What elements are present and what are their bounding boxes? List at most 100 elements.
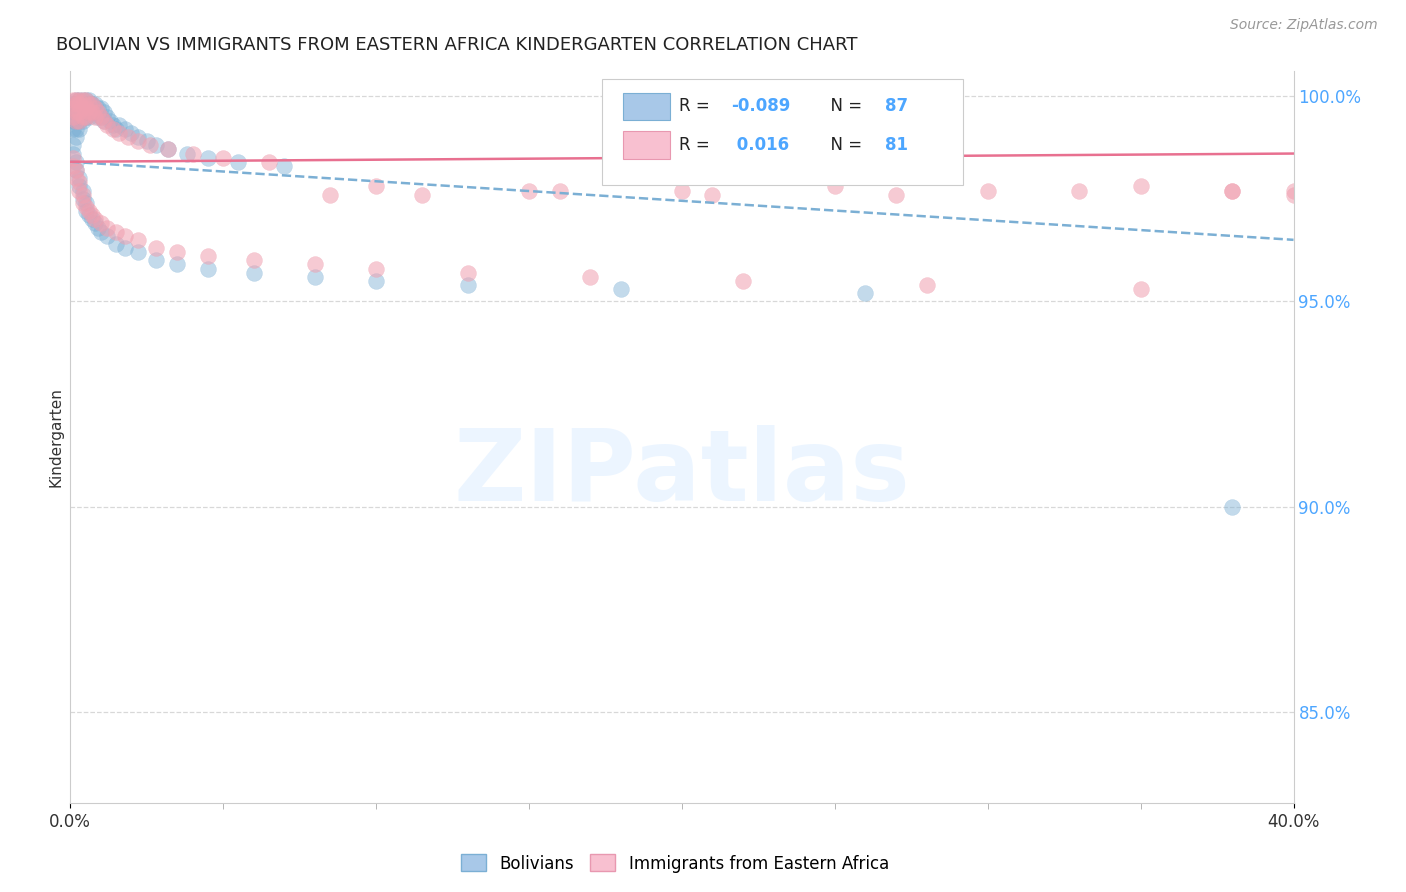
- Point: [75, 101, 97, 115]
- Point: [98, 113, 121, 128]
- Point: [72, 110, 94, 124]
- Point: [75, 110, 97, 124]
- Point: [105, 236, 128, 251]
- Point: [72, 195, 94, 210]
- Point: [65, 163, 87, 178]
- Point: [457, 278, 479, 293]
- Point: [105, 121, 128, 136]
- Point: [62, 101, 84, 115]
- Point: [83, 101, 105, 115]
- Point: [366, 179, 388, 194]
- Point: [75, 93, 97, 107]
- Point: [72, 113, 94, 128]
- Point: [93, 113, 115, 128]
- Point: [304, 258, 326, 272]
- Point: [80, 208, 103, 222]
- Point: [80, 97, 103, 112]
- Text: N =: N =: [820, 136, 868, 154]
- Point: [72, 97, 94, 112]
- Legend: Bolivians, Immigrants from Eastern Africa: Bolivians, Immigrants from Eastern Afric…: [454, 847, 896, 880]
- Point: [87, 220, 110, 235]
- Point: [69, 113, 91, 128]
- Point: [77, 93, 100, 107]
- Text: Source: ZipAtlas.com: Source: ZipAtlas.com: [1230, 18, 1378, 32]
- Point: [75, 93, 97, 107]
- Point: [65, 105, 87, 120]
- Point: [72, 184, 94, 198]
- Point: [884, 187, 907, 202]
- Point: [77, 97, 100, 112]
- Point: [127, 134, 149, 148]
- FancyBboxPatch shape: [623, 93, 669, 120]
- Point: [1069, 184, 1091, 198]
- Point: [101, 118, 124, 132]
- Point: [69, 121, 91, 136]
- Text: 87: 87: [884, 97, 908, 115]
- Point: [65, 97, 87, 112]
- Point: [80, 105, 103, 120]
- Point: [69, 101, 91, 115]
- Point: [212, 151, 235, 165]
- Point: [83, 97, 105, 112]
- Point: [127, 130, 149, 145]
- Point: [610, 282, 633, 296]
- Point: [733, 274, 755, 288]
- Point: [65, 93, 87, 107]
- Point: [83, 212, 105, 227]
- Point: [75, 195, 97, 210]
- Point: [83, 216, 105, 230]
- Point: [75, 200, 97, 214]
- Point: [65, 105, 87, 120]
- Point: [80, 105, 103, 120]
- Point: [62, 110, 84, 124]
- Point: [72, 101, 94, 115]
- Text: 0.016: 0.016: [731, 136, 789, 154]
- Point: [62, 105, 84, 120]
- Point: [197, 151, 219, 165]
- Point: [96, 228, 118, 243]
- Point: [228, 154, 250, 169]
- Point: [304, 269, 326, 284]
- Point: [75, 101, 97, 115]
- Point: [197, 249, 219, 263]
- Point: [90, 225, 112, 239]
- Point: [121, 126, 143, 140]
- Point: [69, 113, 91, 128]
- Point: [114, 121, 136, 136]
- Point: [62, 138, 84, 153]
- Point: [273, 159, 295, 173]
- Point: [69, 97, 91, 112]
- Point: [1282, 184, 1305, 198]
- Point: [65, 154, 87, 169]
- Point: [75, 97, 97, 112]
- Text: R =: R =: [679, 136, 716, 154]
- Point: [75, 204, 97, 219]
- Point: [65, 93, 87, 107]
- Point: [366, 274, 388, 288]
- Point: [69, 105, 91, 120]
- Point: [62, 113, 84, 128]
- Point: [1222, 500, 1244, 514]
- Point: [548, 184, 571, 198]
- Point: [90, 216, 112, 230]
- Point: [145, 241, 167, 255]
- Point: [65, 113, 87, 128]
- Point: [62, 121, 84, 136]
- Point: [135, 134, 157, 148]
- Point: [72, 105, 94, 120]
- Point: [90, 101, 112, 115]
- Text: N =: N =: [820, 97, 868, 115]
- Point: [1129, 179, 1152, 194]
- Point: [197, 261, 219, 276]
- Point: [157, 143, 180, 157]
- Point: [93, 113, 115, 128]
- Point: [671, 184, 693, 198]
- Point: [579, 269, 602, 284]
- Point: [90, 110, 112, 124]
- Point: [65, 97, 87, 112]
- Point: [90, 110, 112, 124]
- Point: [96, 220, 118, 235]
- Point: [87, 101, 110, 115]
- Point: [243, 266, 266, 280]
- Point: [977, 184, 1000, 198]
